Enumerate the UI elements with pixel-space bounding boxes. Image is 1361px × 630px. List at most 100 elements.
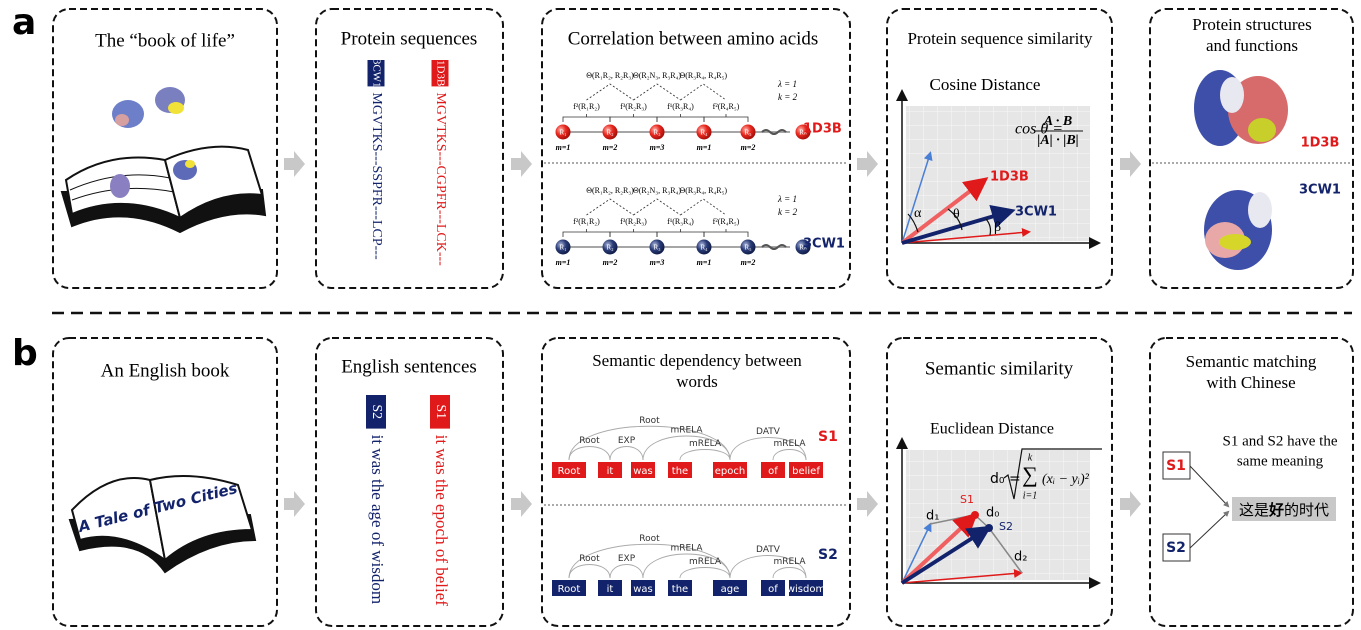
f-label: f¹(R₃R₄)	[667, 102, 694, 111]
sequence-id: 1D3B	[434, 60, 446, 86]
m-label: m=1	[556, 258, 571, 267]
f-label: f³(R₂R₃)	[620, 217, 647, 226]
point	[971, 511, 979, 519]
m-label: m=1	[697, 143, 712, 152]
formula: ∑	[1022, 462, 1038, 487]
sequence-text: it was the epoch of belief	[432, 435, 451, 607]
f-label: f²(R₁R₂)	[573, 217, 600, 226]
formula: i=1	[1023, 490, 1038, 501]
residue-label: R₅	[744, 244, 752, 252]
m-label: m=2	[741, 143, 756, 152]
sequence-id: S1	[433, 404, 448, 419]
word: the	[672, 584, 688, 595]
word: epoch	[715, 466, 745, 477]
page: { "panel_a": { "label": "a", "book": {"t…	[0, 0, 1361, 630]
layout	[52, 9, 1353, 626]
word: was	[633, 466, 653, 477]
word: age	[721, 584, 740, 595]
residue-label: R₄	[700, 129, 708, 137]
chain-name: 3CW1	[803, 237, 845, 252]
point	[985, 524, 993, 532]
m-label: m=1	[697, 258, 712, 267]
residue-label: R₁	[559, 244, 566, 252]
formula: |A| · |B|	[1037, 133, 1079, 148]
arc-label: Root	[639, 534, 660, 544]
sequence-text: MGVTKS---CGPFR---LCK---	[433, 92, 448, 266]
param: λ = 1	[777, 79, 797, 89]
theta-label: Θ(R₁R₂, R₂R₃)	[586, 186, 634, 195]
arc-label: EXP	[618, 554, 636, 564]
formula: (xᵢ − yᵢ)²	[1042, 472, 1090, 487]
residue-label: R₃	[653, 244, 661, 252]
vector-label: 1D3B	[990, 170, 1029, 185]
sequence-id: S2	[369, 404, 384, 419]
theta-label: Θ(R₂N₃, R₃R₄)	[633, 186, 681, 195]
residue-label: R₁	[559, 129, 566, 137]
angle-label: α	[914, 206, 922, 221]
word: of	[768, 584, 778, 595]
box-title: Protein sequences	[341, 28, 478, 49]
word: Root	[558, 584, 581, 595]
arc-label: mRELA	[773, 439, 806, 449]
box-title: The “book of life”	[95, 30, 235, 51]
residue-label: R₂	[606, 244, 614, 252]
theta-label: Θ(R₃R₄, R₄R₅)	[679, 186, 727, 195]
sequence-text: MGVTKS---SSPFR---LCP---	[369, 92, 384, 260]
arc-label: mRELA	[670, 544, 703, 554]
structure-label: 1D3B	[1301, 136, 1340, 151]
residue-label: R₂	[606, 129, 614, 137]
formula: d₀ =	[990, 471, 1021, 487]
arc-label: mRELA	[670, 426, 703, 436]
param: k = 2	[778, 92, 798, 102]
sequence-id: 3CW1	[370, 59, 382, 88]
m-label: m=3	[650, 258, 665, 267]
point-label: S1	[960, 493, 974, 506]
panel-label: a	[12, 2, 36, 43]
box-title: words	[676, 372, 718, 391]
arc-label: mRELA	[689, 439, 722, 449]
sentence-id: S1	[1166, 458, 1186, 474]
m-label: m=3	[650, 143, 665, 152]
subtitle: Euclidean Distance	[930, 421, 1054, 438]
box-title: Protein sequence similarity	[907, 29, 1093, 48]
formula: A · B	[1043, 114, 1072, 129]
figure: a b The “book of life” Protein sequences…	[0, 0, 1361, 630]
word: belief	[792, 466, 820, 477]
chinese-part: 的时代	[1284, 501, 1329, 519]
word: it	[607, 466, 614, 477]
chain-name: 1D3B	[803, 122, 842, 137]
sequence-text: it was the age of wisdom	[368, 435, 387, 604]
arc-label: Root	[579, 436, 600, 446]
box	[316, 338, 503, 626]
f-label: f²(R₁R₂)	[573, 102, 600, 111]
box-title: Semantic matching	[1186, 352, 1317, 371]
word: Root	[558, 466, 581, 477]
residue-label: R₄	[700, 244, 708, 252]
vector-label: 3CW1	[1015, 205, 1057, 220]
chinese: 这是好的时代	[1239, 501, 1329, 519]
box-title: with Chinese	[1206, 373, 1295, 392]
distance-label: d₁	[926, 509, 939, 524]
f-label: f³(R₂R₃)	[620, 102, 647, 111]
f-label: f²(R₄R₅)	[713, 217, 740, 226]
structure-label: 3CW1	[1299, 183, 1341, 198]
word: was	[633, 584, 653, 595]
arc-label: Root	[579, 554, 600, 564]
box-title: Correlation between amino acids	[568, 28, 819, 49]
param: k = 2	[778, 207, 798, 217]
param: λ = 1	[777, 194, 797, 204]
f-label: f²(R₄R₅)	[713, 102, 740, 111]
box-title: English sentences	[341, 356, 477, 377]
residue-label: R₃	[653, 129, 661, 137]
f-label: f¹(R₃R₄)	[667, 217, 694, 226]
distance-label: d₀	[986, 506, 999, 521]
distance-label: d₂	[1014, 550, 1027, 565]
angle-label: θ	[953, 207, 960, 222]
sentence-name: S1	[818, 429, 838, 445]
panel-label: b	[12, 333, 38, 374]
m-label: m=1	[556, 143, 571, 152]
arc-label: Root	[639, 416, 660, 426]
note: same meaning	[1237, 453, 1324, 469]
m-label: m=2	[603, 258, 618, 267]
formula: k	[1028, 452, 1033, 463]
